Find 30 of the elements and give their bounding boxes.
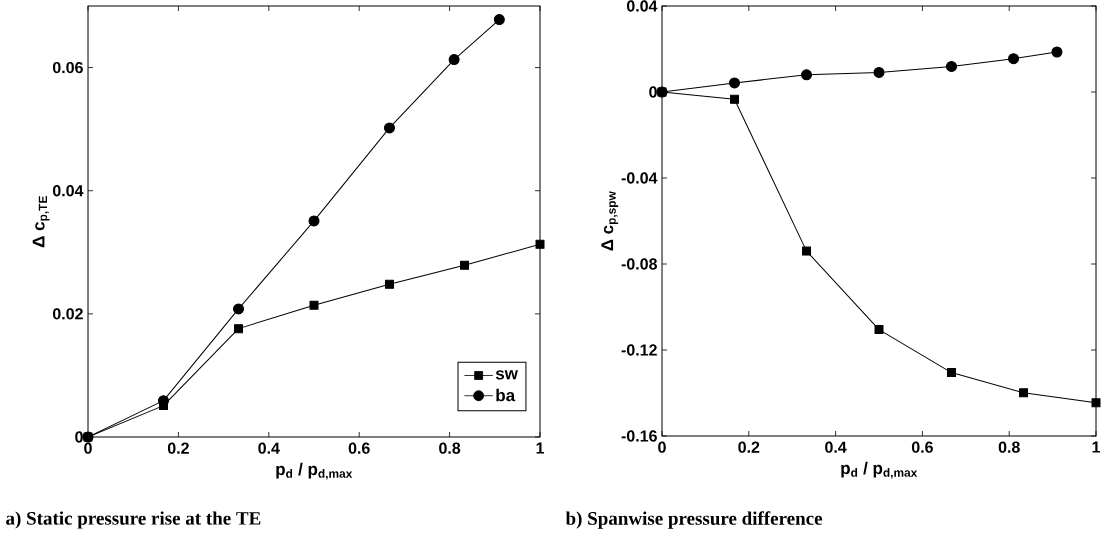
x-tick-label: 0.4 (825, 441, 847, 453)
text: b) Spanwise pressure difference (565, 511, 823, 529)
y-tick-label: 0 (75, 431, 83, 443)
x-tick-label: 1 (1092, 441, 1101, 453)
y-axis-title: Δ c$_{p,TE}$ (32, 196, 50, 248)
x-tick-label: 0.2 (738, 441, 760, 453)
y-tick-label: -0.04 (621, 172, 658, 184)
x-tick-label: 0.8 (439, 442, 461, 454)
legend-label: sw (495, 370, 518, 380)
y-tick-label: 0.04 (626, 0, 658, 12)
text: a) Static pressure rise at the TE (6, 511, 261, 529)
y-tick-label: -0.08 (621, 258, 657, 270)
x-axis-title: p$_{d}$ / p$_{d,max}$ (276, 462, 353, 480)
x-tick-label: 1 (536, 442, 545, 454)
x-tick-label: 0.4 (258, 442, 280, 454)
x-axis-title: p$_{d}$ / p$_{d,max}$ (841, 461, 918, 479)
x-tick-label: 0.8 (998, 441, 1020, 453)
x-tick-label: 0 (84, 442, 92, 454)
y-tick-label: -0.16 (621, 430, 657, 442)
y-tick-label: 0.02 (52, 308, 83, 320)
x-tick-label: 0 (658, 441, 666, 453)
x-tick-label: 0.6 (911, 441, 933, 453)
y-tick-label: -0.12 (621, 344, 657, 356)
x-tick-label: 0.6 (348, 442, 370, 454)
x-tick-label: 0.2 (167, 442, 189, 454)
y-axis-title: Δ c$_{p,spw}$ (601, 191, 619, 251)
y-tick-label: 0 (649, 86, 657, 98)
y-tick-label: 0.04 (52, 185, 84, 197)
legend-label: ba (496, 388, 516, 402)
y-tick-label: 0.06 (52, 61, 83, 74)
